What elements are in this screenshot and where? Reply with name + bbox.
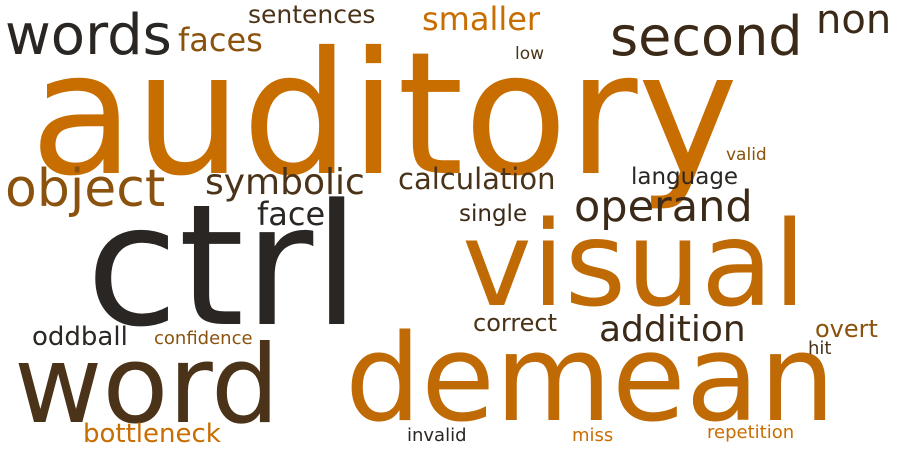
word-operand: operand bbox=[574, 182, 753, 232]
word-oddball: oddball bbox=[32, 322, 128, 352]
word-language: language bbox=[631, 164, 739, 190]
word-single: single bbox=[459, 201, 528, 227]
word-visual: visual bbox=[462, 195, 806, 333]
word-invalid: invalid bbox=[407, 425, 467, 446]
word-repetition: repetition bbox=[707, 422, 795, 443]
word-sentences: sentences bbox=[248, 0, 376, 29]
word-ctrl: ctrl bbox=[86, 168, 360, 364]
word-face: face bbox=[257, 195, 326, 233]
word-second: second bbox=[610, 5, 803, 68]
word-overt: overt bbox=[815, 315, 878, 343]
word-smaller: smaller bbox=[422, 0, 541, 38]
word-auditory: auditory bbox=[30, 16, 739, 214]
word-symbolic: symbolic bbox=[205, 162, 365, 203]
word-confidence: confidence bbox=[154, 328, 253, 349]
word-hit: hit bbox=[808, 338, 832, 359]
word-miss: miss bbox=[572, 425, 614, 446]
word-words: words bbox=[5, 3, 172, 68]
word-word: word bbox=[14, 323, 280, 448]
word-calculation: calculation bbox=[398, 162, 556, 196]
word-addition: addition bbox=[599, 309, 746, 350]
word-low: low bbox=[515, 44, 545, 64]
word-faces: faces bbox=[178, 21, 263, 59]
word-demean: demean bbox=[345, 310, 836, 449]
word-object: object bbox=[5, 159, 166, 219]
word-non: non bbox=[816, 0, 892, 43]
word-bottleneck: bottleneck bbox=[83, 419, 221, 449]
word-valid: valid bbox=[726, 145, 767, 165]
word-correct: correct bbox=[473, 309, 558, 337]
